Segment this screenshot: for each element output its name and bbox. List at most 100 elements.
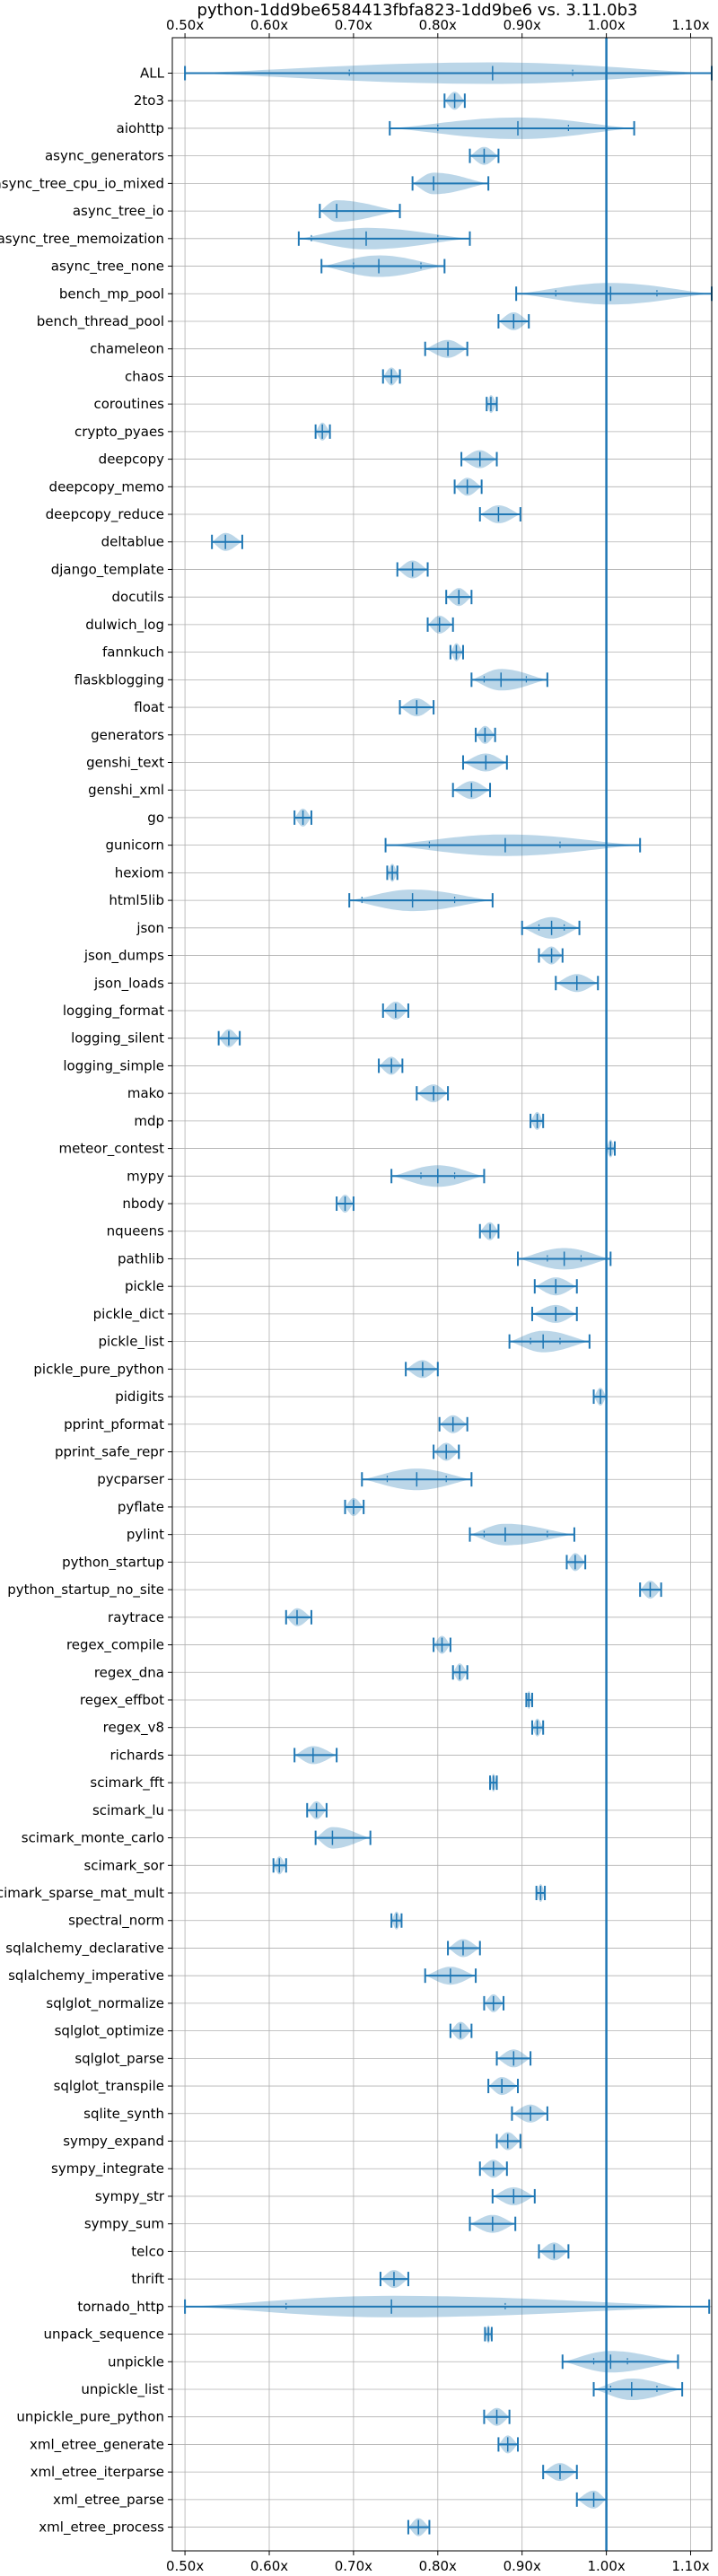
category-label: crypto_pyaes: [74, 424, 164, 441]
category-label: pathlib: [118, 1250, 164, 1266]
category-label: deepcopy_memo: [49, 478, 164, 495]
category-label: sqlalchemy_imperative: [8, 1967, 164, 1985]
top-tick-label: 1.10x: [671, 17, 709, 33]
category-label: xml_etree_parse: [53, 2492, 164, 2509]
category-label: sqlite_synth: [83, 2106, 164, 2123]
bottom-tick-label: 0.90x: [503, 2558, 541, 2574]
category-label: scimark_fft: [90, 1774, 164, 1792]
category-label: aiohttp: [117, 120, 164, 136]
category-label: bench_mp_pool: [59, 285, 164, 302]
category-label: richards: [109, 1747, 164, 1763]
category-label: pyflate: [118, 1499, 164, 1515]
category-label: sqlalchemy_declarative: [5, 1940, 164, 1957]
category-label: async_tree_memoization: [0, 231, 164, 248]
category-label: scimark_sor: [83, 1857, 164, 1874]
category-label: float: [134, 699, 164, 715]
category-label: xml_etree_iterparse: [31, 2464, 164, 2481]
category-label: json_loads: [93, 975, 164, 992]
grid-layer: [172, 38, 712, 2551]
category-label: mdp: [134, 1113, 164, 1129]
category-label: pickle_list: [98, 1334, 164, 1351]
category-label: pickle_pure_python: [33, 1361, 164, 1378]
category-label: django_template: [51, 561, 164, 578]
category-label: scimark_lu: [92, 1802, 164, 1819]
violin-layer: [184, 62, 713, 2537]
category-label: async_tree_io: [73, 203, 164, 220]
category-label: pidigits: [115, 1389, 164, 1405]
category-label: chaos: [125, 368, 164, 384]
bottom-tick-label: 1.10x: [671, 2558, 709, 2574]
category-label: docutils: [112, 589, 165, 605]
bottom-tick-label: 0.60x: [250, 2558, 288, 2574]
category-label-layer: ALL 2to3 aiohttp async_generators async_tree…: [0, 66, 165, 2537]
category-label: telco: [131, 2243, 164, 2259]
category-label: python_startup: [62, 1554, 164, 1571]
category-label: pprint_pformat: [64, 1416, 164, 1433]
category-label: go: [147, 810, 164, 826]
bottom-tick-label: 0.80x: [419, 2558, 457, 2574]
category-label: logging_format: [63, 1003, 164, 1020]
category-label: unpickle_pure_python: [16, 2409, 164, 2426]
category-label: html5lib: [109, 892, 164, 908]
category-label: dulwich_log: [85, 617, 164, 634]
category-label: flaskblogging: [74, 671, 164, 688]
category-label: sympy_expand: [63, 2134, 164, 2151]
category-label: scimark_sparse_mat_mult: [0, 1885, 164, 1902]
category-label: unpickle: [108, 2353, 164, 2370]
top-tick-label: 0.70x: [335, 17, 372, 33]
category-label: thrift: [131, 2271, 164, 2287]
category-label: generators: [91, 727, 164, 743]
category-label: pickle: [125, 1278, 164, 1294]
category-label: regex_compile: [66, 1637, 164, 1654]
bottom-tick-label: 0.70x: [335, 2558, 372, 2574]
category-label: logging_simple: [63, 1057, 164, 1074]
category-label: chameleon: [90, 341, 164, 357]
category-label: scimark_monte_carlo: [22, 1830, 164, 1847]
category-label: xml_etree_generate: [30, 2436, 164, 2453]
top-tick-label: 0.50x: [166, 17, 204, 33]
category-label: fannkuch: [102, 644, 164, 661]
chart-title: python-1dd9be6584413fbfa823-1dd9be6 vs. …: [197, 1, 638, 20]
category-label: async_tree_cpu_io_mixed: [0, 175, 164, 192]
category-label: json_dumps: [83, 948, 164, 965]
category-label: python_startup_no_site: [7, 1582, 164, 1599]
category-label: coroutines: [93, 396, 164, 412]
category-label: mypy: [127, 1168, 164, 1184]
category-label: regex_dna: [94, 1664, 164, 1681]
category-label: sqlglot_optimize: [55, 2023, 164, 2040]
category-label: bench_thread_pool: [37, 313, 164, 330]
category-label: deepcopy: [99, 451, 164, 468]
category-label: regex_v8: [103, 1720, 164, 1737]
category-label: tornado_http: [77, 2299, 164, 2316]
category-label: sqlglot_normalize: [46, 1995, 164, 2012]
category-label: gunicorn: [105, 837, 164, 854]
bottom-tick-label: 0.50x: [166, 2558, 204, 2574]
category-label: async_tree_none: [51, 258, 164, 276]
top-tick-label: 0.60x: [250, 17, 288, 33]
category-label: sqlglot_parse: [74, 2050, 164, 2067]
category-label: genshi_text: [86, 755, 164, 772]
axis-layer: 0.50x 0.50x 0.60x 0.60x 0.70x 0.70x 0.80x 0.80x…: [166, 17, 713, 2574]
category-label: regex_effbot: [80, 1692, 164, 1709]
top-tick-label: 0.80x: [419, 17, 457, 33]
category-label: genshi_xml: [88, 782, 164, 799]
top-tick-label: 1.00x: [587, 17, 625, 33]
bottom-tick-label: 1.00x: [587, 2558, 625, 2574]
category-label: xml_etree_process: [39, 2519, 164, 2537]
category-label: nbody: [122, 1196, 164, 1212]
category-label: deltablue: [101, 534, 164, 550]
category-label: mako: [127, 1085, 164, 1101]
category-label: pycparser: [97, 1471, 165, 1487]
category-label: json: [136, 920, 164, 936]
category-label: pprint_safe_repr: [55, 1444, 165, 1461]
category-label: raytrace: [108, 1609, 164, 1625]
category-label: logging_silent: [71, 1030, 164, 1047]
category-label: nqueens: [107, 1223, 164, 1240]
plot-frame: [171, 37, 713, 2552]
category-label: sqlglot_transpile: [54, 2078, 164, 2095]
category-label: sympy_str: [95, 2188, 165, 2205]
category-label: ALL: [140, 66, 165, 82]
category-label: meteor_contest: [58, 1141, 164, 1158]
top-tick-label: 0.90x: [503, 17, 541, 33]
category-label: unpack_sequence: [44, 2326, 164, 2344]
